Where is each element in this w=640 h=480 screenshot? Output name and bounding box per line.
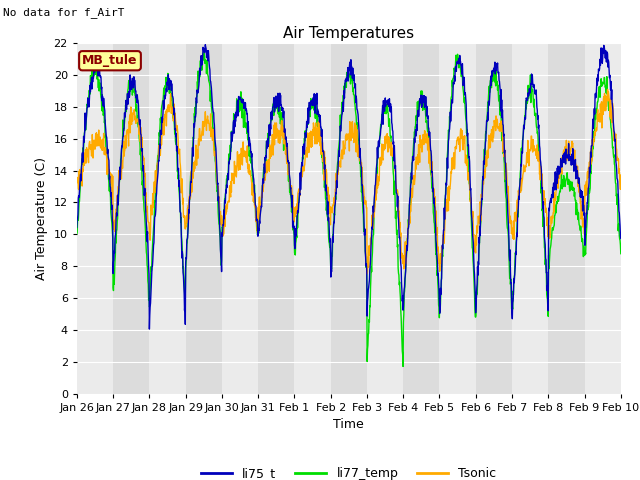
Line: Tsonic: Tsonic [77,89,621,274]
li77_temp [399,363,407,369]
li75_t [255,218,263,224]
li77_temp [434,280,442,286]
Text: No data for f_AirT: No data for f_AirT [3,7,125,18]
Tsonic [180,215,188,220]
Title: Air Temperatures: Air Temperatures [284,25,414,41]
li75_t [505,235,513,241]
Tsonic [194,156,202,161]
Tsonic [73,176,81,182]
Tsonic [434,243,442,249]
li77_temp [617,251,625,257]
li77_temp [180,289,188,295]
li75_t [145,326,153,332]
Tsonic [553,181,561,187]
Tsonic [604,86,611,92]
li75_t [195,89,202,95]
Bar [331,43,367,394]
Tsonic [617,172,625,178]
li75_t [202,42,209,48]
Bar [476,43,512,394]
Tsonic [255,216,262,222]
Text: MB_tule: MB_tule [82,54,138,67]
Bar [403,43,440,394]
Bar [548,43,584,394]
Line: li77_temp: li77_temp [77,49,621,366]
li77_temp [194,87,202,93]
li75_t [181,300,189,306]
li77_temp [200,46,207,52]
Line: li75_t: li75_t [77,45,621,329]
Legend: li75_t, li77_temp, Tsonic: li75_t, li77_temp, Tsonic [196,462,502,480]
Y-axis label: Air Temperature (C): Air Temperature (C) [35,157,48,280]
li77_temp [505,249,513,254]
li75_t [553,181,561,187]
li75_t [434,273,442,278]
li75_t [617,236,625,241]
li75_t [73,225,81,230]
Bar [258,43,294,394]
Bar [186,43,222,394]
li77_temp [553,200,561,206]
Tsonic [505,196,513,202]
li77_temp [73,231,81,237]
X-axis label: Time: Time [333,418,364,431]
li77_temp [255,221,263,227]
Bar [113,43,149,394]
Tsonic [364,271,371,276]
